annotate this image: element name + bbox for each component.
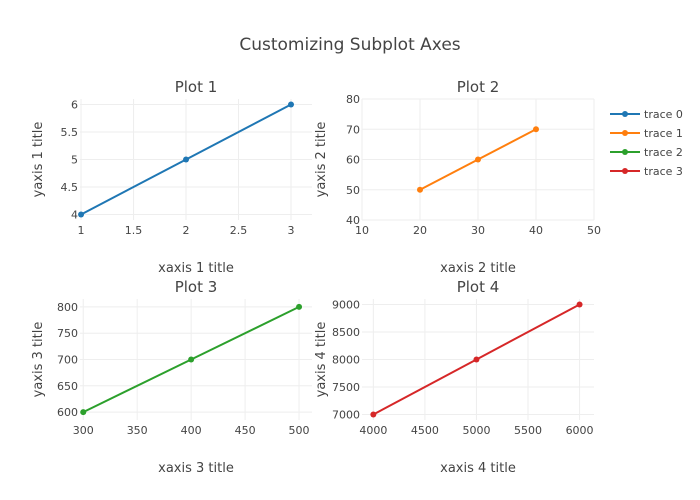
x-tick-label: 40	[529, 224, 543, 237]
legend-label: trace 0	[644, 108, 683, 121]
legend-label: trace 2	[644, 146, 683, 159]
y-tick-label: 70	[346, 123, 360, 136]
legend-marker	[622, 111, 628, 117]
x-axis-title: xaxis 4 title	[440, 461, 516, 476]
x-tick-label: 450	[235, 424, 256, 437]
data-point	[370, 411, 377, 418]
data-point	[78, 211, 85, 218]
y-axis-title: yaxis 2 title	[314, 122, 329, 198]
legend-item: trace 2	[610, 146, 683, 159]
subplot-title: Plot 2	[457, 78, 500, 96]
y-tick-label: 7500	[332, 381, 360, 394]
data-point	[576, 301, 583, 308]
legend-marker	[622, 168, 628, 174]
data-point	[80, 409, 87, 416]
x-axis-title: xaxis 1 title	[158, 261, 234, 276]
legend-item: trace 0	[610, 108, 683, 121]
x-tick-label: 400	[181, 424, 202, 437]
x-tick-label: 300	[73, 424, 94, 437]
y-axis-title: yaxis 4 title	[314, 322, 329, 398]
x-tick-label: 350	[127, 424, 148, 437]
data-point	[417, 186, 423, 193]
x-tick-label: 5000	[462, 424, 490, 437]
x-tick-label: 1	[78, 224, 85, 237]
x-tick-label: 5500	[514, 424, 542, 437]
legend-item: trace 1	[610, 127, 683, 140]
x-tick-label: 4500	[411, 424, 439, 437]
data-point	[473, 356, 480, 363]
subplot-title: Plot 1	[175, 78, 218, 96]
x-tick-label: 10	[355, 224, 369, 237]
y-tick-label: 700	[57, 354, 78, 367]
y-tick-label: 7000	[332, 409, 360, 422]
x-axis-title: xaxis 3 title	[158, 461, 234, 476]
x-tick-label: 4000	[359, 424, 387, 437]
chart-title: Customizing Subplot Axes	[239, 35, 460, 55]
y-tick-label: 9000	[332, 299, 360, 312]
y-axis-title: yaxis 3 title	[31, 322, 46, 398]
y-tick-label: 8000	[332, 354, 360, 367]
y-tick-label: 750	[57, 327, 78, 340]
legend-marker	[622, 149, 628, 155]
y-axis-title: yaxis 1 title	[31, 122, 46, 198]
x-tick-label: 500	[289, 424, 310, 437]
data-point	[533, 126, 539, 133]
legend-label: trace 1	[644, 127, 683, 140]
data-point	[188, 356, 195, 363]
legend-marker	[622, 130, 628, 136]
subplot-4: 4000 4500 5000 5500 6000 7000 7500 8000 8500 9000…	[314, 278, 594, 476]
subplot-title: Plot 3	[175, 278, 218, 296]
y-tick-label: 5	[71, 154, 78, 167]
x-tick-label: 6000	[566, 424, 594, 437]
data-point	[296, 303, 303, 310]
y-tick-label: 8500	[332, 326, 360, 339]
y-tick-label: 80	[346, 93, 360, 106]
y-tick-label: 650	[57, 380, 78, 393]
y-tick-label: 60	[346, 154, 360, 167]
y-tick-label: 4	[71, 209, 78, 222]
x-tick-label: 1.5	[125, 224, 143, 237]
subplot-2: 10 20 30 40 50 40 50 60 70 80 Plot 2 xaxis 2 title y…	[314, 78, 601, 276]
data-point	[183, 156, 190, 163]
x-tick-label: 2	[183, 224, 190, 237]
data-point	[475, 156, 481, 163]
data-point	[288, 101, 295, 108]
subplot-title: Plot 4	[457, 278, 500, 296]
x-axis-title: xaxis 2 title	[440, 261, 516, 276]
x-tick-label: 30	[471, 224, 485, 237]
y-tick-label: 40	[346, 214, 360, 227]
legend-label: trace 3	[644, 165, 683, 178]
x-tick-label: 3	[288, 224, 295, 237]
x-tick-label: 20	[413, 224, 427, 237]
legend: trace 0 trace 1 trace 2 trace 3	[610, 108, 683, 178]
x-tick-label: 50	[587, 224, 601, 237]
y-tick-label: 6	[71, 99, 78, 112]
y-tick-label: 600	[57, 406, 78, 419]
subplot-3: 300 350 400 450 500 600 650 700 750 800 Plot 3 xaxi…	[31, 278, 312, 476]
x-tick-label: 2.5	[230, 224, 248, 237]
subplot-1: 1 1.5 2 2.5 3 4 4.5 5 5.5 6 Plot 1 xaxis 1 title yax…	[31, 78, 312, 276]
legend-item: trace 3	[610, 165, 683, 178]
y-tick-label: 800	[57, 301, 78, 314]
y-tick-label: 5.5	[61, 126, 79, 139]
y-tick-label: 50	[346, 184, 360, 197]
y-tick-label: 4.5	[61, 181, 79, 194]
